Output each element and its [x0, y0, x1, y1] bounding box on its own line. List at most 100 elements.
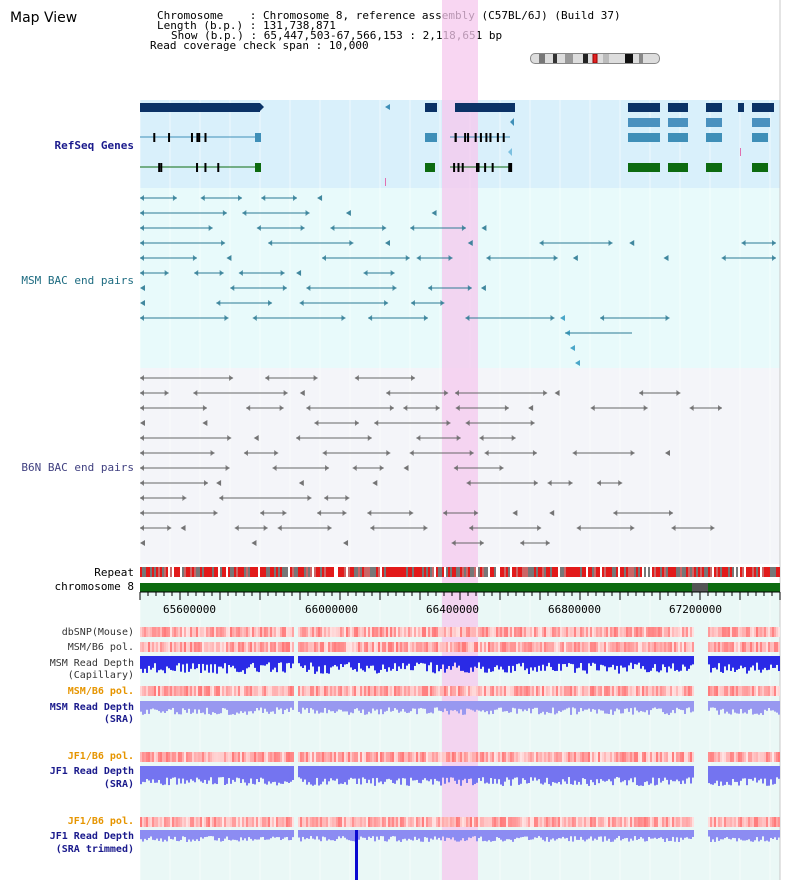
repeat-block — [736, 567, 738, 577]
read-depth-bar — [470, 656, 472, 668]
read-depth-bar — [380, 656, 382, 670]
read-depth-bar — [486, 766, 488, 783]
density-cell — [710, 686, 712, 696]
repeat-block — [598, 567, 600, 577]
density-cell — [258, 752, 260, 762]
density-cell — [176, 817, 178, 827]
read-depth-bar — [588, 701, 590, 709]
density-cell — [664, 817, 666, 827]
density-cell — [542, 642, 544, 652]
read-depth-bar — [744, 766, 746, 779]
density-cell — [526, 817, 528, 827]
density-cell — [378, 817, 380, 827]
read-depth-bar — [376, 656, 378, 674]
read-depth-bar — [598, 830, 600, 837]
read-depth-bar — [358, 701, 360, 711]
density-cell — [392, 686, 394, 696]
density-cell — [346, 752, 348, 762]
density-cell — [432, 752, 434, 762]
density-cell — [720, 627, 722, 637]
density-cell — [738, 752, 740, 762]
repeat-block — [394, 567, 396, 577]
read-depth-bar — [344, 656, 346, 665]
density-cell — [300, 817, 302, 827]
read-depth-bar — [380, 701, 382, 710]
density-cell — [646, 642, 648, 652]
read-depth-bar — [710, 656, 712, 673]
read-depth-bar — [522, 830, 524, 837]
read-depth-bar — [230, 701, 232, 715]
read-depth-bar — [720, 830, 722, 840]
density-cell — [406, 752, 408, 762]
repeat-block — [482, 567, 484, 577]
refseq-gene — [628, 133, 660, 142]
density-cell — [654, 642, 656, 652]
density-cell — [284, 686, 286, 696]
read-depth-bar — [236, 766, 238, 778]
repeat-block — [364, 567, 366, 577]
read-depth-bar — [670, 830, 672, 841]
density-cell — [314, 752, 316, 762]
density-cell — [688, 642, 690, 652]
read-depth-bar — [238, 766, 240, 779]
bac-end-marker — [671, 525, 676, 531]
read-depth-bar — [390, 830, 392, 837]
density-cell — [548, 752, 550, 762]
density-cell — [410, 686, 412, 696]
density-cell — [484, 752, 486, 762]
read-depth-bar — [234, 656, 236, 669]
density-cell — [306, 642, 308, 652]
repeat-block — [346, 567, 348, 577]
density-cell — [468, 752, 470, 762]
read-depth-bar — [352, 701, 354, 714]
density-cell — [590, 817, 592, 827]
read-depth-bar — [422, 766, 424, 780]
read-depth-bar — [304, 766, 306, 780]
repeat-block — [690, 567, 692, 577]
density-cell — [678, 752, 680, 762]
density-cell — [660, 817, 662, 827]
density-cell — [648, 686, 650, 696]
repeat-block — [244, 567, 246, 577]
density-cell — [728, 752, 730, 762]
read-depth-bar — [450, 766, 452, 778]
read-depth-bar — [478, 830, 480, 839]
read-depth-bar — [732, 701, 734, 710]
repeat-block — [662, 567, 664, 577]
density-cell — [356, 686, 358, 696]
density-cell — [532, 627, 534, 637]
density-cell — [486, 752, 488, 762]
bac-end-marker — [480, 285, 486, 291]
read-depth-bar — [366, 766, 368, 784]
read-depth-bar — [538, 830, 540, 837]
read-depth-bar — [728, 701, 730, 714]
repeat-block — [432, 567, 434, 577]
read-depth-bar — [756, 766, 758, 783]
density-cell — [536, 752, 538, 762]
chromosome-ideogram[interactable] — [530, 53, 660, 64]
density-cell — [458, 627, 460, 637]
read-depth-bar — [184, 830, 186, 838]
repeat-block — [776, 567, 778, 577]
bac-end-marker — [479, 540, 484, 546]
read-depth-bar — [544, 830, 546, 842]
density-cell — [334, 627, 336, 637]
density-cell — [656, 627, 658, 637]
read-depth-bar — [516, 766, 518, 778]
repeat-block — [238, 567, 240, 577]
read-depth-bar — [264, 830, 266, 840]
read-depth-bar — [206, 656, 208, 665]
read-depth-bar — [228, 766, 230, 779]
density-cell — [216, 752, 218, 762]
density-cell — [164, 752, 166, 762]
repeat-block — [340, 567, 342, 577]
read-depth-bar — [388, 701, 390, 708]
repeat-block — [518, 567, 520, 577]
density-cell — [194, 686, 196, 696]
density-cell — [660, 686, 662, 696]
density-cell — [432, 627, 434, 637]
read-depth-bar — [688, 701, 690, 708]
read-depth-bar — [776, 656, 778, 665]
bac-end-marker — [140, 450, 144, 456]
